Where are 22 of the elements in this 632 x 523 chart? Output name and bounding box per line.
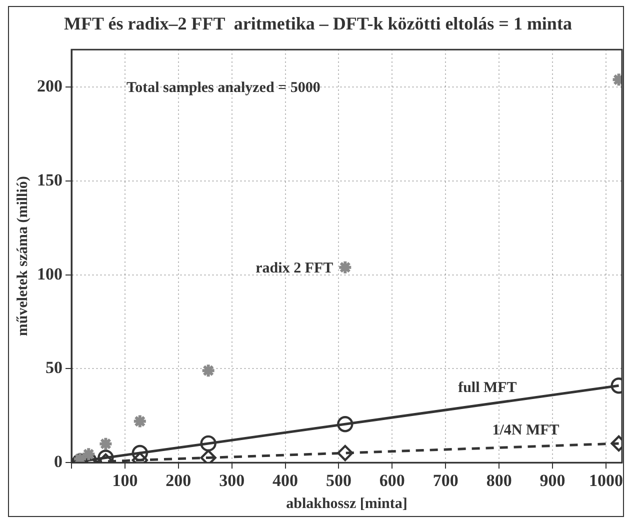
y-tick-label: 50 [46, 358, 62, 378]
y-tick-label: 200 [37, 76, 62, 96]
chart-title: MFT és radix–2 FFT aritmetika – DFT-k közötti eltolás = 1 minta [64, 13, 572, 34]
x-axis-title: ablakhossz [minta] [286, 496, 408, 512]
series-label: full MFT [458, 380, 517, 396]
y-axis-title: műveletek száma (millió) [14, 176, 31, 336]
x-tick-label: 300 [219, 471, 245, 490]
series-label: radix 2 FFT [256, 260, 334, 276]
y-tick-label: 0 [54, 452, 62, 471]
annotation: Total samples analyzed = 5000 [126, 80, 320, 96]
x-tick-label: 500 [326, 471, 352, 490]
x-tick-label: 700 [432, 471, 458, 490]
x-tick-label: 600 [379, 471, 405, 490]
series-label: 1/4N MFT [492, 422, 560, 439]
x-tick-label: 100 [112, 471, 138, 490]
x-tick-label: 1000 [588, 471, 623, 490]
x-tick-label: 800 [486, 471, 512, 490]
x-tick-label: 400 [272, 471, 298, 490]
x-tick-label: 200 [166, 471, 192, 490]
x-tick-label: 900 [540, 471, 566, 490]
y-tick-label: 150 [37, 170, 62, 190]
y-tick-label: 100 [37, 264, 62, 284]
